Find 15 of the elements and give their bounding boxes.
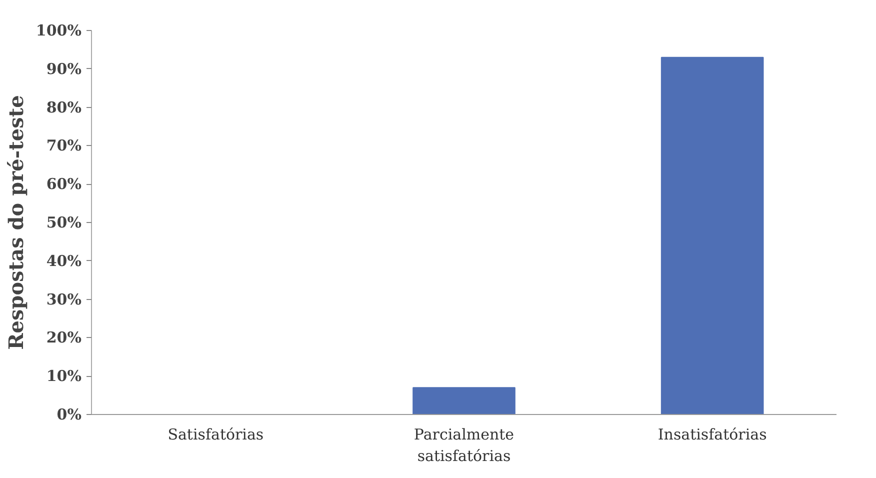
y-tick-label: 80% xyxy=(46,98,82,116)
y-tick-label: 30% xyxy=(46,290,82,308)
y-tick-label: 10% xyxy=(46,367,82,386)
y-tick-label: 40% xyxy=(46,252,82,270)
x-tick-label: Parcialmente satisfatórias xyxy=(414,426,514,466)
x-tick-label: Satisfatórias xyxy=(168,426,264,444)
y-tick-label: 0% xyxy=(56,406,82,424)
y-tick-label: 60% xyxy=(46,175,82,194)
y-tick-label: 50% xyxy=(46,214,82,232)
y-tick-label: 100% xyxy=(36,22,82,40)
y-tick-label: 70% xyxy=(46,136,82,155)
y-axis-title: Respostas do pré-teste xyxy=(4,95,28,350)
x-tick-label: Insatisfatórias xyxy=(658,426,767,444)
y-tick-label: 20% xyxy=(46,328,82,347)
y-tick-label: 90% xyxy=(46,60,82,78)
